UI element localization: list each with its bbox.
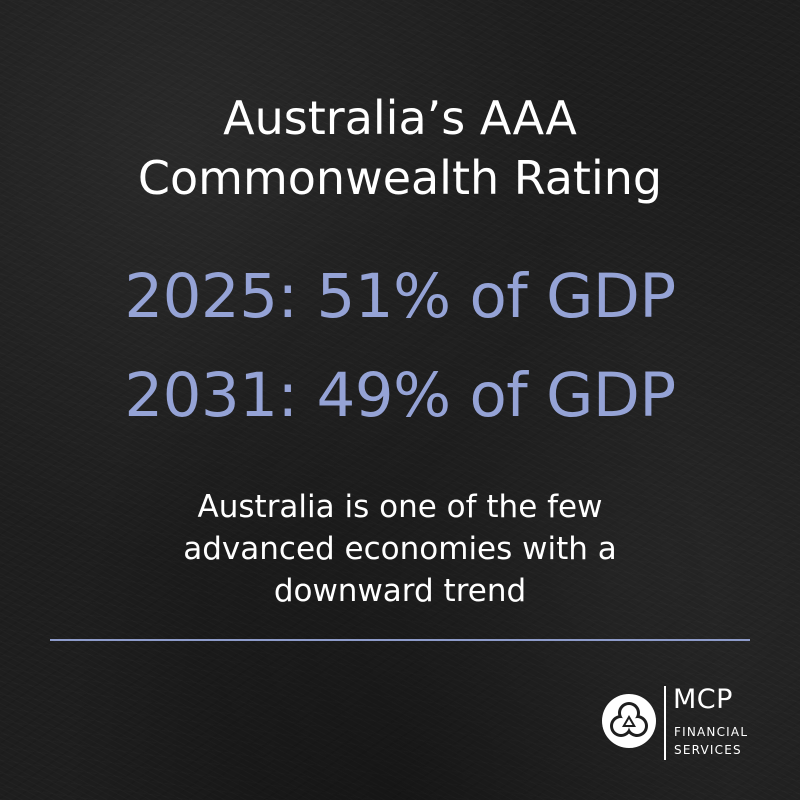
stat-2031: 2031: 49% of GDP — [124, 360, 676, 431]
logo-sub-line-2: SERVICES — [674, 743, 742, 757]
logo-sub-line-1: FINANCIAL — [674, 725, 749, 739]
mcp-logo: MCP FINANCIAL SERVICES — [601, 684, 751, 760]
stat-2025: 2025: 51% of GDP — [124, 261, 676, 332]
three-petal-knot-icon — [602, 694, 656, 748]
page-title: Australia’s AAA Commonwealth Rating — [0, 88, 800, 208]
logo-subtitle: FINANCIAL SERVICES — [674, 723, 748, 759]
trend-note: Australia is one of the few advanced eco… — [0, 486, 800, 612]
divider-line — [50, 639, 750, 641]
title-line-1: Australia’s AAA — [223, 91, 577, 145]
logo-separator — [664, 686, 666, 760]
note-line-1: Australia is one of the few — [197, 489, 603, 525]
logo-name: MCP — [673, 684, 733, 715]
note-line-3: downward trend — [273, 573, 527, 609]
title-line-2: Commonwealth Rating — [137, 151, 663, 205]
note-line-2: advanced economies with a — [183, 531, 617, 567]
